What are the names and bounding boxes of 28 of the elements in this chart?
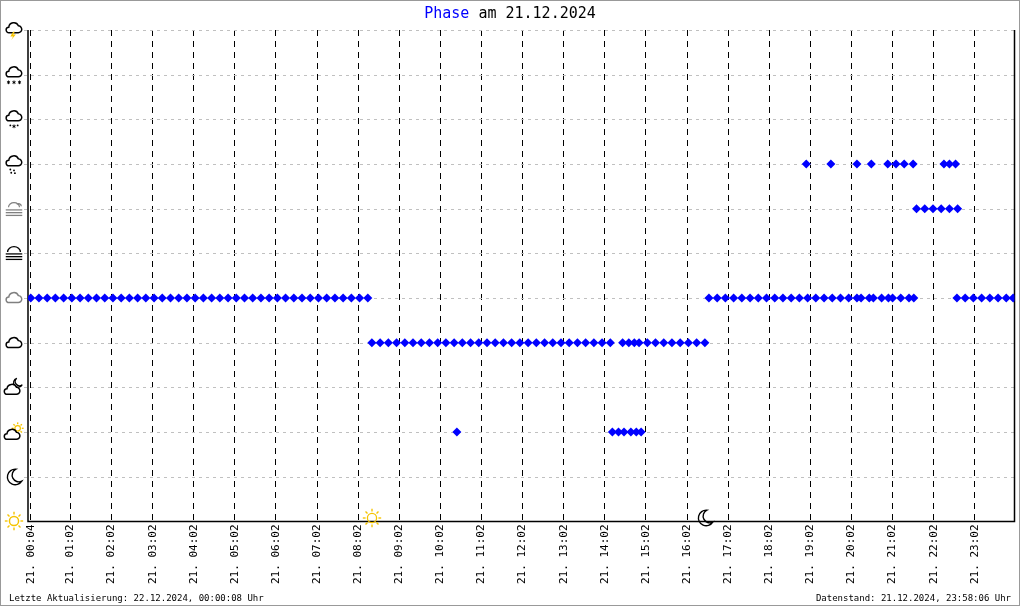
x-tick-label: 21. 22:02 xyxy=(926,524,940,585)
x-tick-label: 21. 14:02 xyxy=(597,524,611,585)
x-tick-label: 21. 00:04 xyxy=(23,524,37,585)
x-tick-label: 21. 05:02 xyxy=(227,524,241,585)
x-tick-label: 21. 18:02 xyxy=(762,524,776,585)
x-tick-label: 21. 12:02 xyxy=(515,524,529,585)
x-tick-label: 21. 06:02 xyxy=(268,524,282,585)
x-tick-label: 21. 01:02 xyxy=(63,524,77,585)
x-tick-label: 21. 19:02 xyxy=(803,524,817,585)
x-tick-label: 21. 20:02 xyxy=(844,524,858,585)
text: Letzte Aktualisierung: 22.12.2024, 00:00:08 Uhr xyxy=(9,593,265,603)
text: Phase xyxy=(424,3,479,22)
x-tick-label: 21. 10:02 xyxy=(433,524,447,585)
x-tick-label: 21. 13:02 xyxy=(556,524,570,585)
x-tick-label: 21. 11:02 xyxy=(474,524,488,585)
x-tick-label: 21. 07:02 xyxy=(309,524,323,585)
x-tick-label: 21. 21:02 xyxy=(885,524,899,585)
x-tick-label: 21. 02:02 xyxy=(104,524,118,585)
x-tick-label: 21. 17:02 xyxy=(721,524,734,585)
x-tick-label: 21. 03:02 xyxy=(145,524,159,585)
x-tick-label: 21. 16:02 xyxy=(679,524,693,585)
x-tick-label: 21. 09:02 xyxy=(392,524,406,585)
x-tick-label: 21. 23:02 xyxy=(967,524,981,585)
x-tick-label: 21. 04:02 xyxy=(186,524,200,585)
x-tick-label: 21. 08:02 xyxy=(351,524,365,585)
chart-title: am 21.12.2024 xyxy=(478,3,596,22)
text: Datenstand: 21.12.2024, 23:58:06 Uhr xyxy=(815,593,1012,603)
x-tick-label: 21. 15:02 xyxy=(638,524,652,585)
